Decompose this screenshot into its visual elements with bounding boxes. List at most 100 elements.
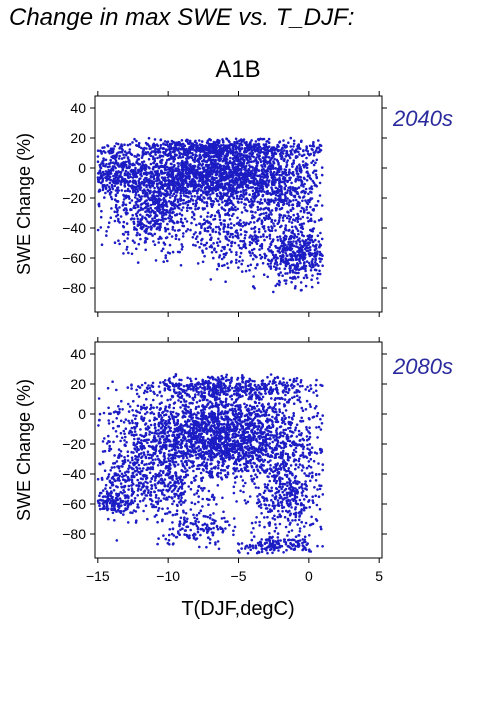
data-point	[295, 242, 298, 245]
data-point	[271, 253, 275, 257]
data-point	[197, 405, 200, 408]
data-point	[265, 214, 268, 218]
data-point	[186, 228, 190, 231]
data-point	[143, 180, 147, 184]
data-point	[182, 183, 185, 186]
data-point	[124, 160, 128, 164]
data-point	[296, 175, 300, 178]
data-point	[278, 152, 282, 156]
data-point	[170, 235, 174, 238]
data-point	[307, 220, 310, 223]
data-point	[253, 195, 257, 198]
data-point	[309, 205, 312, 209]
data-point	[263, 158, 267, 161]
data-point	[160, 249, 163, 253]
data-point	[202, 166, 206, 169]
data-point	[117, 189, 120, 192]
data-point	[306, 443, 309, 447]
data-point	[306, 246, 310, 250]
data-point	[278, 140, 282, 143]
data-point	[265, 217, 268, 220]
data-point	[305, 425, 308, 429]
data-point	[151, 155, 155, 158]
data-point	[300, 267, 303, 270]
data-point	[307, 252, 311, 256]
data-point	[261, 187, 265, 191]
data-point	[257, 227, 261, 231]
data-point	[199, 176, 202, 179]
data-point	[239, 228, 243, 231]
data-point	[107, 221, 111, 224]
data-point	[194, 244, 197, 247]
data-point	[123, 439, 126, 442]
data-point	[166, 190, 169, 194]
data-point	[169, 183, 172, 186]
data-point	[182, 149, 186, 153]
data-point	[113, 241, 117, 244]
data-point	[123, 177, 127, 181]
data-point	[272, 201, 276, 204]
data-point	[249, 186, 252, 189]
data-point	[172, 182, 175, 185]
data-point	[104, 173, 108, 176]
data-point	[145, 147, 148, 150]
data-point	[267, 215, 271, 218]
data-point	[275, 246, 278, 249]
data-point	[131, 141, 134, 144]
data-point	[205, 169, 209, 172]
data-point	[161, 187, 165, 190]
data-point	[284, 184, 288, 187]
data-point	[194, 237, 198, 240]
data-point	[126, 237, 129, 240]
data-point	[240, 143, 244, 147]
data-point	[312, 209, 315, 212]
data-point	[202, 154, 206, 157]
data-point	[178, 212, 182, 215]
data-point	[114, 203, 118, 207]
data-point	[118, 206, 121, 209]
data-point	[277, 220, 281, 224]
data-point	[286, 210, 289, 214]
data-point	[263, 238, 266, 242]
data-point	[158, 154, 162, 157]
data-point	[307, 261, 311, 265]
data-point	[184, 194, 188, 198]
data-point	[188, 206, 192, 210]
data-point	[161, 210, 165, 213]
data-point	[203, 188, 207, 191]
data-point	[240, 211, 244, 214]
data-point	[181, 146, 184, 150]
data-point	[116, 186, 119, 190]
data-point	[166, 154, 170, 157]
data-point	[299, 209, 303, 213]
data-point	[301, 215, 305, 219]
data-point	[198, 139, 201, 142]
data-point	[149, 203, 153, 207]
data-point	[315, 184, 319, 188]
data-point	[263, 165, 267, 168]
data-point	[116, 191, 119, 194]
data-point	[278, 408, 281, 411]
data-point	[251, 200, 255, 204]
data-point	[161, 183, 165, 187]
data-point	[203, 229, 207, 232]
data-point	[151, 167, 155, 171]
data-point	[218, 185, 222, 189]
data-point	[234, 183, 237, 186]
data-point	[305, 156, 308, 160]
data-point	[208, 137, 211, 141]
data-point	[277, 190, 281, 193]
data-point	[289, 265, 292, 269]
data-point	[206, 226, 210, 230]
data-point	[288, 217, 292, 221]
data-point	[190, 195, 194, 198]
data-point	[113, 145, 116, 148]
data-point	[221, 264, 224, 268]
data-point	[283, 187, 287, 191]
data-point	[237, 197, 241, 201]
data-point	[178, 250, 181, 254]
data-point	[249, 254, 252, 257]
data-point	[128, 180, 131, 184]
data-point	[179, 156, 183, 159]
data-point	[233, 170, 236, 174]
